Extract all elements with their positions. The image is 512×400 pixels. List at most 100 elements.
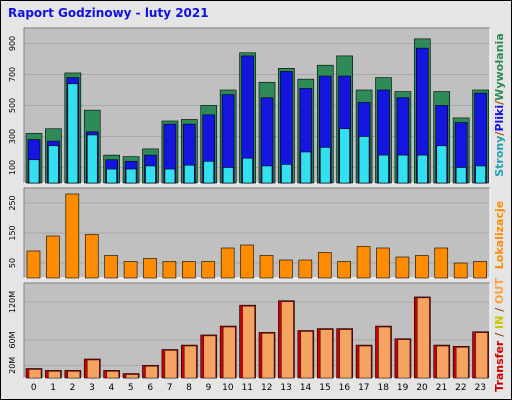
bar-pages [48, 145, 59, 184]
bar-sites [84, 234, 99, 279]
bar-pages [86, 134, 98, 184]
bar-pages [145, 165, 156, 184]
y-tick-label: 700 [8, 67, 17, 82]
plot-area [24, 283, 490, 378]
x-tick-label: 9 [206, 383, 212, 393]
y-tick-label: 300 [8, 129, 17, 144]
bar-transfer-out [242, 305, 255, 379]
bar-pages [67, 83, 79, 184]
bar-transfer-out [339, 329, 352, 379]
bar-sites [46, 235, 60, 279]
bar-transfer-out [358, 345, 372, 379]
bar-sites [473, 261, 487, 279]
bar-sites [65, 193, 80, 279]
side-label-part: / [493, 131, 506, 136]
x-tick-label: 3 [89, 383, 95, 393]
bar-pages [417, 154, 428, 184]
bar-sites [26, 250, 41, 279]
y-tick-label: 250 [8, 195, 17, 210]
bar-pages [222, 167, 234, 184]
bar-sites [201, 261, 216, 279]
bar-sites [337, 261, 351, 279]
y-tick-label: 900 [8, 36, 17, 51]
side-label-part: / [493, 100, 506, 105]
side-label-pages-files-hits: Strony/Pliki/Wywołania [493, 33, 506, 177]
x-tick-label: 12 [261, 383, 272, 393]
bar-pages [397, 154, 409, 184]
side-label-part: Transfer [493, 340, 506, 392]
side-label-part: Strony [493, 136, 506, 177]
x-tick-label: 4 [109, 383, 115, 393]
x-tick-label: 8 [186, 383, 192, 393]
bar-sites [376, 247, 390, 279]
x-tick-label: 16 [339, 383, 351, 393]
bar-transfer-out [397, 339, 411, 379]
bar-transfer-out [87, 359, 100, 379]
bar-transfer-out [28, 369, 42, 379]
x-tick-label: 20 [416, 383, 428, 393]
bar-sites [220, 247, 235, 279]
x-tick-label: 15 [319, 383, 330, 393]
transfer-panel: 20M 60M 120M [8, 282, 491, 379]
bar-pages [184, 164, 195, 184]
side-label-transfer: Transfer / IN / OUT [493, 278, 506, 392]
bar-pages [203, 161, 215, 184]
bar-sites [259, 255, 274, 279]
bar-pages [436, 145, 448, 184]
chart-title: Raport Godzinowy - luty 2021 [8, 6, 209, 20]
x-tick-label: 13 [280, 383, 291, 393]
x-tick-label: 6 [147, 383, 153, 393]
bar-transfer-out [222, 326, 236, 379]
bar-sites [395, 256, 410, 279]
side-label-part: Pliki [493, 105, 506, 132]
bar-sites [104, 255, 118, 279]
x-tick-label: 19 [397, 383, 409, 393]
bar-pages [281, 164, 292, 184]
bar-transfer-out [48, 371, 61, 379]
x-tick-label: 5 [128, 383, 134, 393]
bar-sites [434, 247, 449, 279]
bar-sites [162, 261, 177, 279]
bar-pages [125, 168, 137, 184]
bar-pages [28, 159, 40, 184]
side-label-part: OUT [493, 278, 506, 304]
x-tick-label: 17 [358, 383, 369, 393]
hour-axis: 0 1 2 3 4 5 6 7 8 9 10 11 12 13 14 15 16 17 18 19 20 21 22 23 [31, 383, 486, 393]
bar-pages [261, 165, 273, 184]
bar-transfer-out [106, 371, 119, 379]
bar-transfer-out [378, 326, 391, 379]
bar-pages [455, 167, 467, 184]
bar-transfer-out [261, 333, 275, 379]
side-label-part: Lokalizacje [493, 201, 506, 269]
bar-sites [143, 258, 157, 279]
x-tick-label: 23 [475, 383, 486, 393]
bar-sites [279, 259, 293, 279]
bar-pages [300, 151, 312, 184]
sites-panel: 50 150 250 [8, 187, 491, 279]
bar-sites [123, 261, 138, 279]
bar-pages [242, 157, 253, 184]
bar-pages [339, 128, 350, 184]
bar-sites [298, 259, 313, 279]
side-label-part: / [493, 329, 506, 341]
bar-transfer-out [203, 335, 216, 379]
side-label-part: / [493, 304, 506, 316]
x-tick-label: 21 [436, 383, 447, 393]
side-label-part: IN [493, 316, 506, 329]
bar-pages [319, 147, 331, 184]
bar-transfer-out [436, 345, 449, 379]
y-tick-label: 500 [8, 98, 17, 113]
x-tick-label: 22 [455, 383, 466, 393]
bar-sites [356, 246, 371, 279]
x-tick-label: 14 [300, 383, 312, 393]
y-tick-label: 50 [8, 258, 17, 268]
bar-pages [164, 168, 176, 184]
bar-transfer-out [125, 374, 139, 379]
x-tick-label: 1 [50, 383, 56, 393]
bar-sites [240, 244, 254, 279]
bar-pages [358, 136, 370, 184]
x-tick-label: 0 [31, 383, 37, 393]
bar-sites [453, 262, 468, 279]
bar-sites [182, 261, 196, 279]
